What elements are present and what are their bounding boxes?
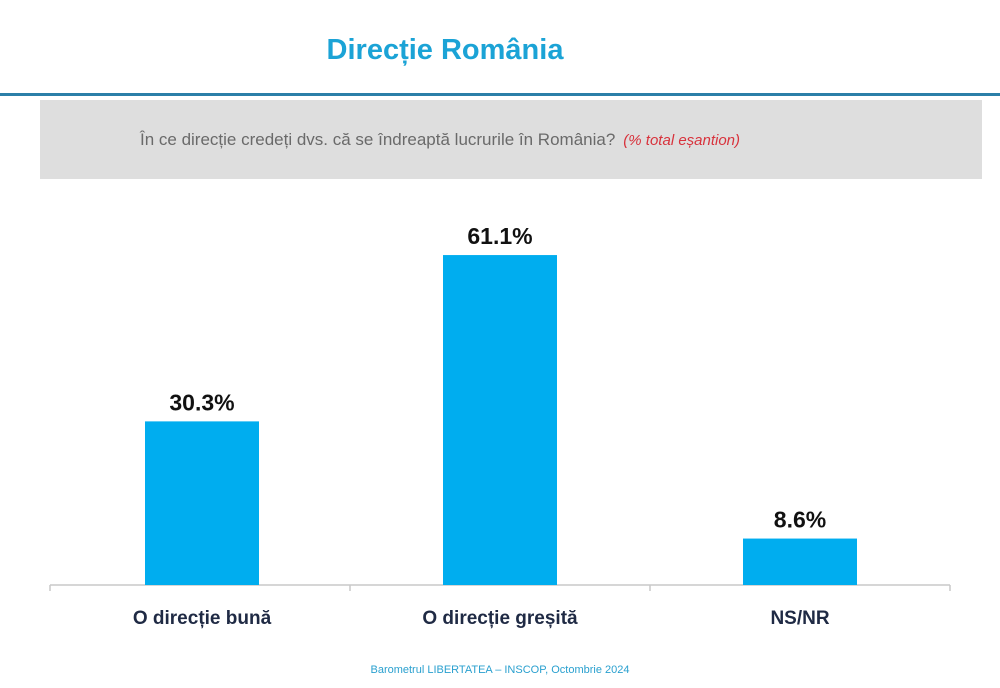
bar: [443, 255, 557, 585]
category-label: O direcție greșită: [422, 608, 578, 629]
question-text: În ce direcție credeți dvs. că se îndrea…: [140, 130, 740, 150]
bar: [145, 421, 259, 585]
category-label: O direcție bună: [133, 608, 272, 629]
chart-title: Direcție România: [326, 34, 564, 66]
data-label: 8.6%: [774, 507, 826, 533]
source-footer: Barometrul LIBERTATEA – INSCOP, Octombri…: [370, 664, 630, 676]
data-label: 61.1%: [467, 223, 532, 249]
category-label: NS/NR: [770, 608, 829, 629]
question-box: [40, 100, 982, 179]
question-note: (% total eșantion): [623, 132, 741, 149]
question-label: În ce direcție credeți dvs. că se îndrea…: [140, 130, 616, 149]
title-divider: [0, 93, 1000, 96]
data-label: 30.3%: [169, 389, 234, 415]
bar: [743, 538, 857, 585]
